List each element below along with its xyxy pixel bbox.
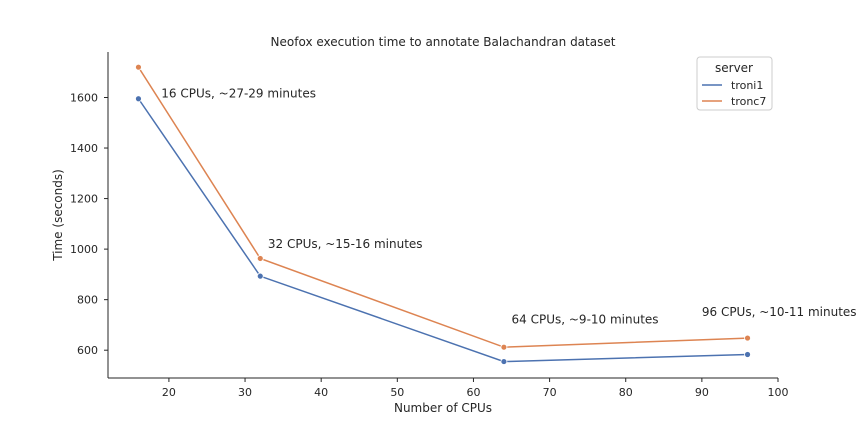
annotation-label: 96 CPUs, ~10-11 minutes (702, 305, 857, 319)
annotation-label: 32 CPUs, ~15-16 minutes (268, 237, 423, 251)
series-line-tronc7 (137, 66, 748, 348)
data-point-tronc7 (256, 255, 264, 262)
x-tick-label: 20 (162, 386, 176, 399)
x-axis-ticks: 20 30 40 50 60 70 80 90 100 (162, 378, 789, 399)
legend-title: server (715, 61, 753, 75)
x-tick-label: 60 (466, 386, 480, 399)
legend-label-troni1: troni1 (731, 79, 763, 92)
legend-entries: troni1 tronc7 (702, 79, 766, 108)
x-tick-label: 100 (768, 386, 789, 399)
y-axis-ticks: 600 800 1000 1200 1400 1600 (70, 91, 108, 357)
x-tick-label: 30 (238, 386, 252, 399)
y-tick-label: 600 (77, 344, 98, 357)
x-axis-label: Number of CPUs (394, 401, 492, 415)
data-point-troni1 (135, 95, 142, 103)
y-tick-label: 800 (77, 294, 98, 307)
x-tick-label: 40 (314, 386, 328, 399)
y-tick-label: 1200 (70, 193, 98, 206)
y-tick-label: 1600 (70, 91, 98, 104)
legend-label-tronc7: tronc7 (731, 95, 766, 108)
data-point-troni1 (500, 358, 508, 365)
annotation-group: 16 CPUs, ~27-29 minutes 32 CPUs, ~15-16 m… (161, 86, 856, 326)
x-tick-label: 90 (695, 386, 709, 399)
data-point-tronc7 (500, 343, 508, 351)
annotation-label: 64 CPUs, ~9-10 minutes (512, 313, 659, 327)
y-axis-label: Time (seconds) (51, 169, 65, 262)
x-tick-label: 70 (543, 386, 557, 399)
data-point-troni1 (256, 272, 264, 280)
legend: server troni1 tronc7 (696, 56, 773, 111)
data-point-tronc7 (744, 334, 751, 342)
y-tick-label: 1400 (70, 142, 98, 155)
legend-box (696, 56, 773, 111)
series-line-troni1 (137, 98, 748, 363)
series-group (135, 63, 751, 365)
x-tick-label: 50 (390, 386, 404, 399)
chart-title: Neofox execution time to annotate Balach… (271, 35, 616, 49)
data-point-troni1 (744, 351, 751, 358)
y-tick-label: 1000 (70, 243, 98, 256)
x-tick-label: 80 (619, 386, 633, 399)
data-point-tronc7 (135, 63, 142, 71)
annotation-label: 16 CPUs, ~27-29 minutes (161, 86, 316, 100)
